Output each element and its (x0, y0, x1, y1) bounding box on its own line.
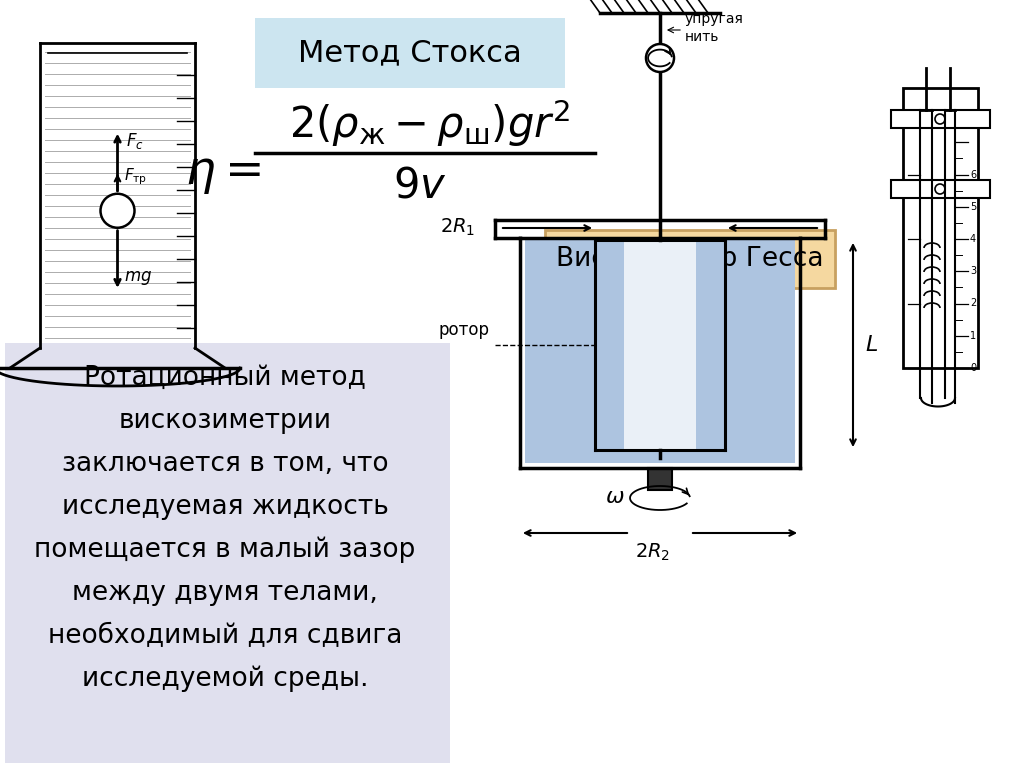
Text: $F_{\rm тр}$: $F_{\rm тр}$ (124, 167, 146, 187)
Circle shape (935, 114, 945, 124)
Bar (545, 230, 835, 288)
Text: 2: 2 (970, 299, 976, 309)
Text: $L$: $L$ (865, 335, 878, 355)
Bar (891, 180, 989, 198)
Circle shape (646, 44, 674, 72)
Text: ротор: ротор (439, 321, 490, 339)
Bar (891, 110, 989, 128)
Text: упругая
нить: упругая нить (685, 12, 743, 44)
Bar (595, 240, 725, 450)
Text: $2(\rho_{\rm ж}-\rho_{\rm ш})gr^2$: $2(\rho_{\rm ж}-\rho_{\rm ш})gr^2$ (290, 98, 570, 149)
Text: $9v$: $9v$ (393, 164, 446, 206)
Text: необходимый для сдвига: необходимый для сдвига (48, 623, 402, 649)
Text: заключается в том, что: заключается в том, что (61, 451, 388, 477)
Text: 5: 5 (970, 202, 976, 212)
Bar (255, 18, 565, 88)
Text: 6: 6 (970, 170, 976, 180)
Text: Ротационный метод: Ротационный метод (84, 365, 366, 391)
Text: $\eta=$: $\eta=$ (185, 151, 261, 196)
Text: вискозиметрии: вискозиметрии (119, 408, 332, 434)
Text: исследуемой среды.: исследуемой среды. (82, 666, 369, 692)
Bar (525, 238, 795, 463)
Bar (902, 88, 978, 368)
Circle shape (100, 194, 134, 228)
Text: $F_c$: $F_c$ (126, 131, 143, 151)
Text: между двумя телами,: между двумя телами, (72, 580, 378, 606)
Text: $\omega$: $\omega$ (605, 487, 625, 507)
Text: исследуемая жидкость: исследуемая жидкость (61, 494, 388, 520)
Circle shape (935, 184, 945, 194)
Text: 4: 4 (970, 234, 976, 244)
Text: 3: 3 (970, 266, 976, 276)
Text: $mg$: $mg$ (124, 269, 152, 286)
Text: $2R_1$: $2R_1$ (440, 217, 475, 238)
Text: $2R_2$: $2R_2$ (635, 542, 670, 563)
Bar (5, 343, 450, 763)
Bar (648, 468, 672, 490)
Text: помещается в малый зазор: помещается в малый зазор (35, 537, 416, 563)
Text: Вискозиметр Гесса: Вискозиметр Гесса (556, 246, 823, 272)
Text: 0: 0 (970, 363, 976, 373)
Text: 1: 1 (970, 331, 976, 341)
Bar (625, 240, 695, 450)
Text: Метод Стокса: Метод Стокса (298, 38, 522, 68)
